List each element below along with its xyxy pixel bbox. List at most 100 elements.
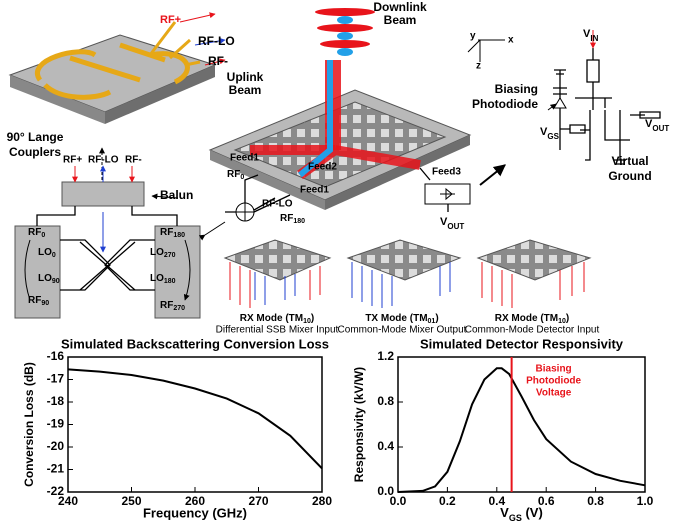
y-tick-label: 0.4 bbox=[377, 439, 394, 453]
port-label: RF- bbox=[125, 155, 142, 166]
y-tick-label: -20 bbox=[47, 439, 65, 453]
beam-label: Beam bbox=[229, 83, 262, 97]
subscript: 180 bbox=[173, 232, 185, 239]
label-text: LO bbox=[38, 273, 52, 284]
annotation-text: Photodiode bbox=[526, 376, 581, 387]
couplers-label: 90° Lange bbox=[7, 130, 64, 144]
axis-label: z bbox=[476, 61, 481, 72]
label-text: (V) bbox=[522, 505, 543, 520]
beam-label: Downlink bbox=[373, 0, 427, 14]
annotation-text: Biasing bbox=[536, 364, 572, 375]
port-label: RF-LO bbox=[88, 155, 119, 166]
plot-frame bbox=[398, 357, 645, 492]
plot-frame bbox=[68, 357, 322, 492]
subscript: GS bbox=[509, 513, 522, 521]
mode-caption: Common-Mode Detector Input bbox=[465, 325, 600, 336]
antenna-array bbox=[205, 8, 505, 235]
subscript: GS bbox=[547, 132, 559, 141]
subscript: 270 bbox=[173, 305, 185, 312]
subscript: 0 bbox=[41, 232, 45, 239]
feed-label: Feed3 bbox=[432, 167, 461, 178]
x-tick-label: 280 bbox=[312, 494, 332, 508]
x-tick-label: 1.0 bbox=[637, 494, 654, 508]
y-tick-label: -16 bbox=[47, 349, 65, 363]
subscript: 90 bbox=[52, 278, 60, 285]
mode-title: RX Mode (TM10) bbox=[495, 313, 569, 326]
label-text: RF bbox=[227, 169, 240, 180]
circuit-label: Biasing bbox=[495, 82, 538, 96]
circuit-label: VGS bbox=[540, 126, 560, 141]
port-label: RF+ bbox=[160, 14, 181, 26]
figure: RF+RF-LORF-90° LangeCouplersBalunRF+RF-L… bbox=[0, 0, 675, 521]
subscript: 0 bbox=[240, 174, 244, 181]
label-text: V bbox=[500, 505, 509, 520]
x-tick-label: 0.2 bbox=[439, 494, 456, 508]
x-tick-label: 270 bbox=[248, 494, 268, 508]
label-text: RF bbox=[28, 295, 41, 306]
x-tick-label: 0.0 bbox=[390, 494, 407, 508]
mode-caption: Common-Mode Mixer Output bbox=[338, 325, 467, 336]
arrow bbox=[180, 14, 215, 22]
port-label: RF- bbox=[208, 54, 228, 68]
data-line bbox=[68, 369, 322, 468]
annotation-text: Voltage bbox=[536, 388, 572, 399]
mode-title: TX Mode (TM01) bbox=[365, 313, 438, 326]
mode-drawings bbox=[225, 240, 590, 308]
label-text: LO bbox=[150, 247, 164, 258]
label-text: ) bbox=[311, 313, 314, 324]
circuit bbox=[548, 30, 660, 164]
y-tick-label: -18 bbox=[47, 394, 65, 408]
chart-title: Simulated Detector Responsivity bbox=[420, 336, 624, 351]
label-text: LO bbox=[150, 273, 164, 284]
y-tick-label: -21 bbox=[47, 462, 65, 476]
label-text: ) bbox=[435, 313, 438, 324]
subscript: OUT bbox=[447, 222, 464, 231]
port-label: RF+ bbox=[63, 155, 82, 166]
y-tick-label: -17 bbox=[47, 372, 65, 386]
x-tick-label: 240 bbox=[58, 494, 78, 508]
port-label: RF-LO bbox=[198, 34, 235, 48]
circuit-label: VIN bbox=[583, 28, 599, 43]
y-tick-label: 0.8 bbox=[377, 394, 394, 408]
label-text: RF bbox=[160, 300, 173, 311]
data-line bbox=[398, 368, 645, 492]
beam-label: Uplink bbox=[227, 70, 264, 84]
x-axis-label: Frequency (GHz) bbox=[143, 505, 247, 520]
label-text: RX Mode (TM bbox=[240, 313, 303, 324]
mode-caption: Differential SSB Mixer Input bbox=[216, 325, 339, 336]
mode-title: RX Mode (TM10) bbox=[240, 313, 314, 326]
circuit-label: VOUT bbox=[645, 118, 669, 133]
label-text: TX Mode (TM bbox=[365, 313, 427, 324]
label-text: RF bbox=[160, 227, 173, 238]
y-tick-label: 1.2 bbox=[377, 349, 394, 363]
label-text: RF bbox=[28, 227, 41, 238]
feed-label: Feed1 bbox=[300, 185, 329, 196]
x-tick-label: 0.8 bbox=[587, 494, 604, 508]
subscript: 180 bbox=[164, 278, 176, 285]
port-label: VOUT bbox=[440, 216, 464, 231]
couplers-label: Couplers bbox=[9, 145, 61, 159]
beam-label: Beam bbox=[384, 13, 417, 27]
subscript: OUT bbox=[652, 124, 669, 133]
x-axis-label: VGS (V) bbox=[500, 505, 543, 521]
axis-label: x bbox=[508, 35, 514, 46]
port-label: RF180 bbox=[280, 213, 305, 226]
feed-label: Feed1 bbox=[230, 153, 259, 164]
feed-label: Feed2 bbox=[308, 162, 337, 173]
axis-label: y bbox=[470, 31, 476, 42]
y-tick-label: -19 bbox=[47, 417, 65, 431]
subscript: 180 bbox=[293, 218, 305, 225]
label-text: RF bbox=[280, 213, 293, 224]
circuit-label: Virtual bbox=[611, 154, 648, 168]
subscript: 90 bbox=[41, 300, 49, 307]
port-label: RF-LO bbox=[262, 199, 293, 210]
chip-drawing bbox=[10, 22, 215, 124]
subscript: 0 bbox=[52, 252, 56, 259]
y-axis-label: Responsivity (kV/W) bbox=[352, 367, 366, 482]
circuit-label: Ground bbox=[608, 169, 651, 183]
y-axis-label: Conversion Loss (dB) bbox=[22, 362, 36, 487]
label-text: LO bbox=[38, 247, 52, 258]
subscript: IN bbox=[590, 34, 598, 43]
balun-label: Balun bbox=[160, 188, 193, 202]
label-text: ) bbox=[566, 313, 569, 324]
